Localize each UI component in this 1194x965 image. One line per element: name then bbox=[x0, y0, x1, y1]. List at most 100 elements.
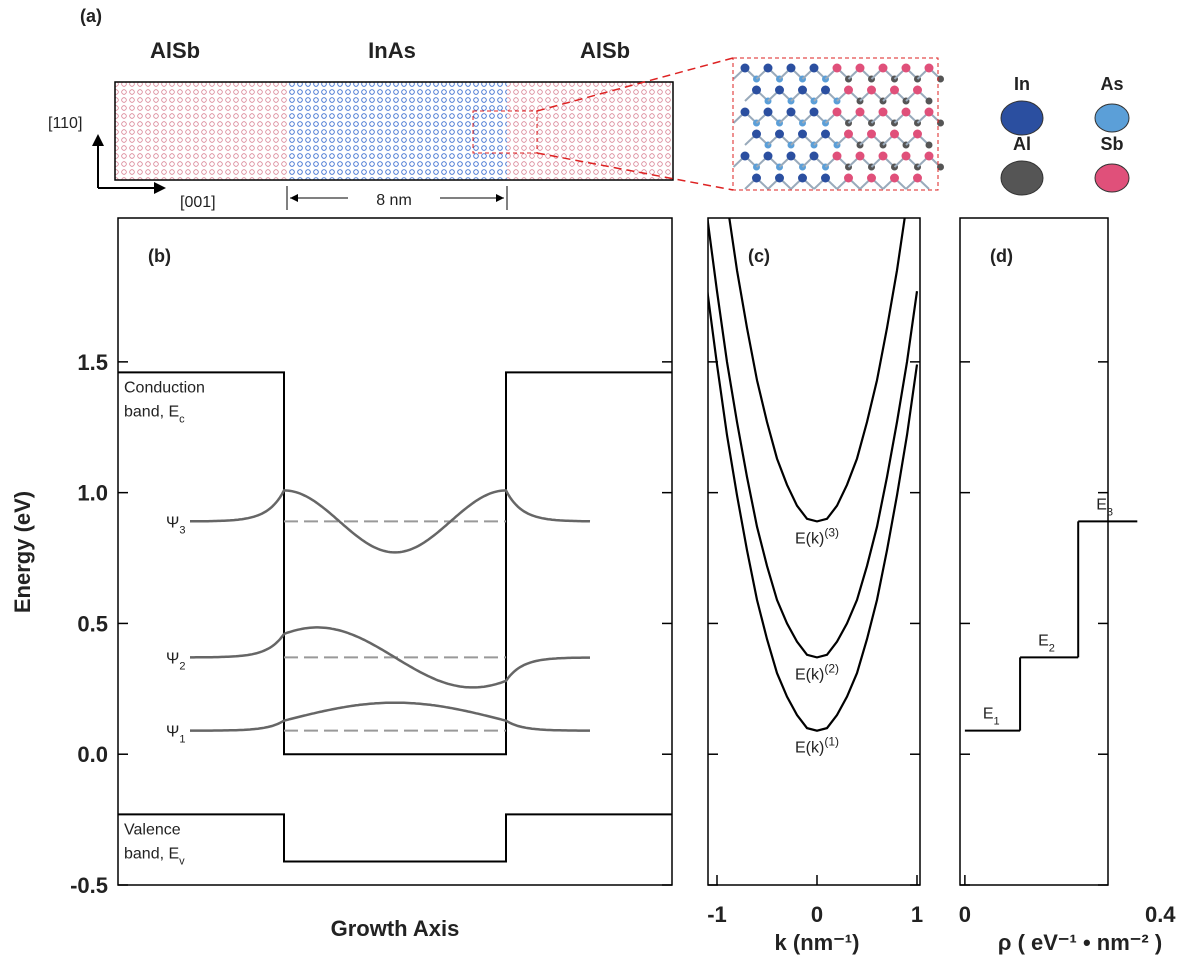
band-label: band, Ev bbox=[124, 845, 185, 867]
atom bbox=[752, 85, 761, 95]
curve-label: E(k)(1) bbox=[795, 735, 839, 757]
wavefunction bbox=[190, 626, 590, 689]
curve-label-part: E(k) bbox=[795, 530, 824, 547]
y-tick-label: 1.5 bbox=[77, 350, 108, 375]
atom bbox=[913, 129, 922, 139]
panel-label: (b) bbox=[148, 246, 171, 266]
atom-name: In bbox=[1014, 74, 1030, 94]
state-label-part: Ψ bbox=[166, 650, 179, 667]
band-label-part: band, E bbox=[124, 403, 179, 420]
atom bbox=[890, 85, 899, 95]
atom bbox=[821, 129, 830, 139]
zoom-line bbox=[536, 152, 734, 191]
atom bbox=[832, 107, 842, 117]
panel-frame bbox=[959, 217, 1109, 886]
dispersion-curve bbox=[708, 288, 919, 732]
arrow-head bbox=[154, 182, 166, 194]
atom bbox=[937, 119, 944, 127]
y-tick-label: 0.0 bbox=[77, 742, 108, 767]
atom bbox=[809, 63, 819, 73]
atom bbox=[798, 85, 807, 95]
zoom-line bbox=[536, 57, 734, 112]
band-label: Valence bbox=[124, 821, 181, 838]
atom bbox=[913, 173, 922, 183]
curve-label-part: E(k) bbox=[795, 666, 824, 683]
atom bbox=[740, 63, 750, 73]
panel-a: (a) AlSb InAs AlSb [110] [001] 8 nm bbox=[48, 6, 944, 211]
band-label-part: c bbox=[179, 413, 185, 425]
atom-name: Sb bbox=[1100, 134, 1123, 154]
level-label-part: E bbox=[1096, 496, 1107, 513]
x-tick-label: -1 bbox=[707, 902, 727, 927]
curve-label: E(k)(2) bbox=[795, 661, 839, 683]
wavefunction bbox=[190, 489, 591, 554]
x-tick-label: 0 bbox=[959, 902, 971, 927]
atom bbox=[855, 151, 865, 161]
panel-label: (a) bbox=[80, 6, 102, 26]
x-axis-label: k (nm⁻¹) bbox=[775, 930, 860, 955]
atom bbox=[844, 173, 853, 183]
atom bbox=[925, 141, 933, 149]
curve-label-part: E(k) bbox=[795, 740, 824, 757]
atom bbox=[821, 85, 830, 95]
panel-label: (d) bbox=[990, 246, 1013, 266]
band-label-part: v bbox=[179, 855, 185, 867]
atom bbox=[901, 63, 911, 73]
zoom-box bbox=[472, 110, 538, 154]
atom bbox=[867, 129, 876, 139]
level-label-part: 1 bbox=[994, 716, 1000, 728]
alsb-lattice bbox=[115, 82, 287, 180]
band-edge bbox=[118, 371, 672, 756]
level-label-part: E bbox=[983, 706, 994, 723]
atom-swatch bbox=[1094, 103, 1130, 133]
lattice-inset bbox=[732, 63, 944, 190]
x-axis-label: Growth Axis bbox=[331, 916, 460, 941]
dispersion-curve bbox=[728, 218, 906, 523]
atom bbox=[925, 97, 933, 105]
curves bbox=[708, 218, 919, 732]
atom bbox=[809, 107, 819, 117]
wavefunction bbox=[190, 701, 590, 732]
panel-frame bbox=[117, 217, 673, 886]
atom-swatch bbox=[1000, 160, 1044, 196]
atom-name: Al bbox=[1013, 134, 1031, 154]
inset-frame bbox=[732, 57, 939, 191]
curve-label-part: (3) bbox=[824, 525, 839, 539]
layer-label: InAs bbox=[368, 38, 416, 63]
atom bbox=[798, 129, 807, 139]
state-label-part: 2 bbox=[179, 660, 185, 672]
atom bbox=[924, 151, 934, 161]
atom bbox=[775, 85, 784, 95]
y-axis-label: Energy (eV) bbox=[10, 491, 35, 613]
curve-label: E(k)(3) bbox=[795, 525, 839, 547]
state-label: Ψ2 bbox=[166, 650, 186, 672]
atom bbox=[786, 107, 796, 117]
direction-label: [001] bbox=[180, 194, 216, 211]
state-label-part: Ψ bbox=[166, 514, 179, 531]
x-tick-label: 0 bbox=[811, 902, 823, 927]
atom bbox=[752, 173, 761, 183]
structure-frame bbox=[114, 81, 674, 181]
atom bbox=[763, 151, 773, 161]
width-label: 8 nm bbox=[376, 192, 412, 209]
atom bbox=[901, 107, 911, 117]
atom-swatch bbox=[1000, 100, 1044, 136]
y-tick-label: 1.0 bbox=[77, 481, 108, 506]
atom bbox=[937, 75, 944, 83]
curve-label-part: (1) bbox=[824, 735, 839, 749]
dispersion-curve bbox=[708, 218, 919, 659]
x-tick-label: 1 bbox=[911, 902, 923, 927]
atom bbox=[775, 129, 784, 139]
atom bbox=[844, 129, 853, 139]
atom bbox=[832, 63, 842, 73]
band-label-part: band, E bbox=[124, 845, 179, 862]
atom bbox=[878, 63, 888, 73]
atom bbox=[924, 107, 934, 117]
level-label-part: E bbox=[1038, 632, 1049, 649]
level-label: E3 bbox=[1096, 496, 1113, 518]
atom bbox=[786, 151, 796, 161]
atom bbox=[855, 63, 865, 73]
layer-label: AlSb bbox=[150, 38, 200, 63]
atom bbox=[855, 107, 865, 117]
